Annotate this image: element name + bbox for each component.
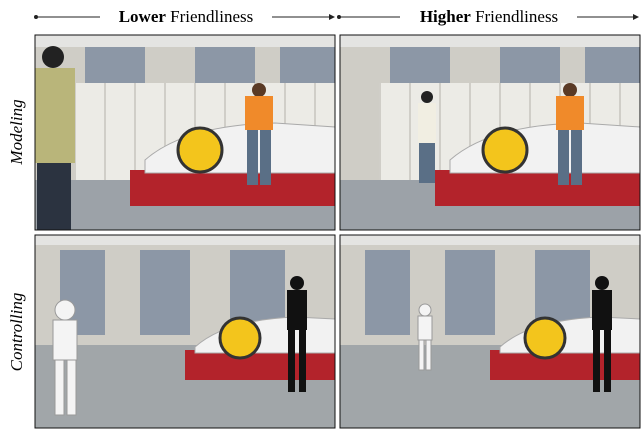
- photo-shape: [418, 103, 436, 143]
- photo-shape: [55, 300, 75, 320]
- photo-shape: [419, 304, 431, 316]
- row-label: Modeling: [7, 99, 26, 165]
- photo-shape: [421, 91, 433, 103]
- photo-shape: [426, 340, 431, 370]
- photo-shape: [67, 360, 76, 415]
- column-label: Lower Friendliness: [119, 7, 254, 26]
- label-bold: Higher: [420, 7, 471, 26]
- photo-shape: [42, 46, 64, 68]
- photo-shape: [37, 163, 71, 230]
- photo-shape: [55, 360, 64, 415]
- column-label: Higher Friendliness: [420, 7, 558, 26]
- photo-shape: [418, 91, 436, 183]
- photo: [35, 35, 335, 230]
- label-rest: Friendliness: [170, 7, 253, 26]
- photo: [340, 35, 640, 230]
- photo-shape: [419, 340, 424, 370]
- photo-shape: [35, 46, 75, 230]
- photo-shape: [35, 35, 335, 230]
- figure: Lower Friendliness Higher Friendliness M…: [0, 0, 641, 429]
- photo-shape: [340, 35, 640, 230]
- photo: [35, 235, 335, 428]
- photo: [340, 235, 640, 428]
- label-bold: Lower: [119, 7, 167, 26]
- photo-shape: [35, 68, 75, 163]
- header: Lower Friendliness Higher Friendliness: [34, 7, 638, 26]
- row-label: Controlling: [7, 293, 26, 372]
- photo-shape: [419, 143, 435, 183]
- photo-shape: [53, 320, 77, 360]
- photo-shape: [35, 235, 335, 428]
- photo-shape: [340, 235, 640, 428]
- label-rest: Friendliness: [475, 7, 558, 26]
- photo-shape: [418, 316, 432, 340]
